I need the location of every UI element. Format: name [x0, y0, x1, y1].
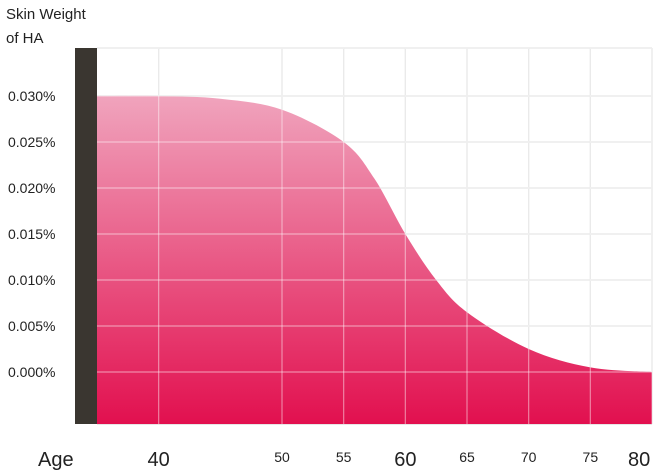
- x-tick-label: 80: [628, 449, 650, 471]
- y-tick-label: 0.030%: [8, 88, 55, 104]
- y-axis-label-line-2: of HA: [6, 30, 44, 47]
- y-tick-label: 0.010%: [8, 272, 55, 288]
- x-tick-label: 40: [148, 449, 170, 471]
- x-tick-label: 55: [336, 449, 352, 465]
- y-axis-label-line-1: Skin Weight: [6, 6, 86, 23]
- x-tick-label: 65: [459, 449, 475, 465]
- y-tick-label: 0.000%: [8, 364, 55, 380]
- y-tick-label: 0.005%: [8, 318, 55, 334]
- x-tick-label: 70: [521, 449, 537, 465]
- x-tick-label: 75: [583, 449, 599, 465]
- y-tick-label: 0.020%: [8, 180, 55, 196]
- area-series: [97, 95, 652, 424]
- y-tick-label: 0.025%: [8, 134, 55, 150]
- y-tick-label: 0.015%: [8, 226, 55, 242]
- grid-overlay: [97, 47, 653, 424]
- x-axis-label: Age: [38, 449, 74, 471]
- x-tick-label: 60: [394, 449, 416, 471]
- y-axis-bar: [75, 48, 97, 424]
- x-tick-label: 50: [274, 449, 290, 465]
